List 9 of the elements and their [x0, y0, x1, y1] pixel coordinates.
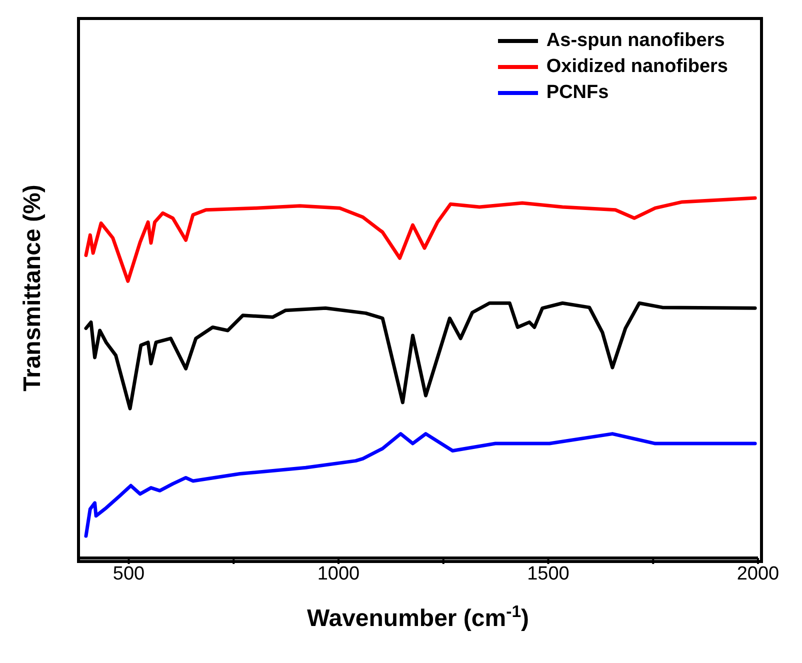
legend-label: Oxidized nanofibers — [546, 56, 728, 78]
y-axis-title: Transmittance (%) — [19, 184, 46, 392]
legend-label: PCNFs — [546, 82, 609, 104]
x-tick-label: 1500 — [527, 563, 570, 584]
x-axis-title: Wavenumber (cm$^{-1}$) — [306, 602, 530, 632]
x-tick-label: 1000 — [317, 563, 360, 584]
x-tick-label: 500 — [112, 563, 145, 584]
x-tick-label: 2000 — [736, 563, 780, 584]
legend-label: As-spun nanofibers — [546, 30, 725, 52]
